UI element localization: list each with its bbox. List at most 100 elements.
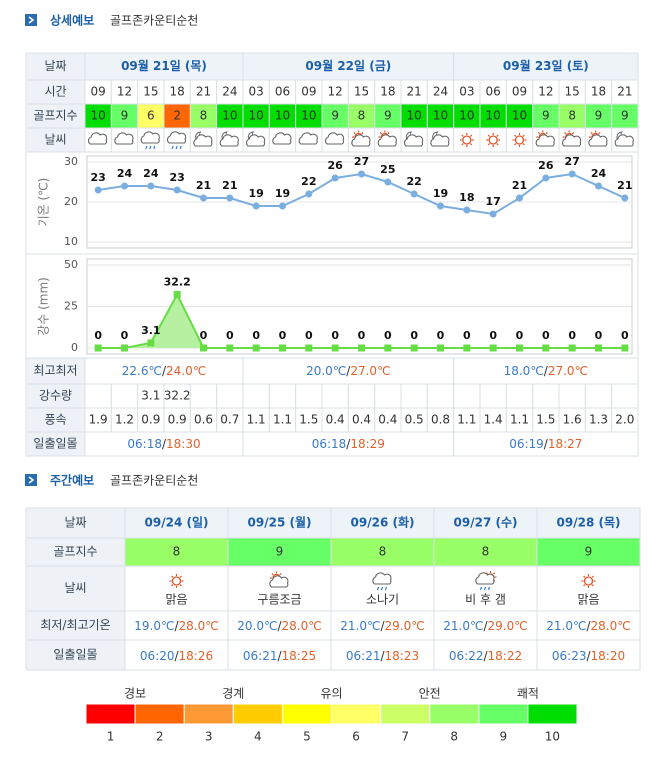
marker	[568, 344, 576, 352]
sunrise-sunset-first: 06:18	[127, 437, 162, 451]
legend-level: 7	[401, 730, 409, 744]
data-label: 0	[94, 329, 102, 342]
cloud	[167, 131, 187, 144]
sun-ray	[171, 584, 174, 587]
cloud	[588, 134, 608, 147]
data-label: 19	[433, 187, 448, 200]
cloud	[372, 572, 392, 585]
marker	[437, 202, 444, 210]
sun-ray	[179, 575, 182, 578]
separator: /	[586, 619, 591, 633]
table-cell	[400, 79, 428, 105]
row-label: 최고최저	[33, 364, 77, 378]
table-cell	[374, 383, 402, 409]
sunrise-sunset: 06:18/18:30	[127, 437, 200, 451]
legend-swatch	[183, 703, 234, 725]
golf-index: 8	[173, 545, 181, 559]
legend-level: 8	[450, 730, 458, 744]
wind-speed: 1.1	[457, 413, 476, 427]
y-tick-label: 50	[64, 258, 78, 271]
table-cell	[163, 79, 191, 105]
marker	[173, 186, 181, 194]
weather-icon	[614, 131, 634, 147]
data-label: 0	[279, 329, 287, 342]
table-cell	[453, 79, 481, 105]
table-cell	[584, 407, 613, 433]
cloud	[88, 132, 108, 145]
wind-speed: 0.7	[220, 413, 239, 427]
data-label: 0	[200, 329, 208, 342]
weather-icon	[193, 131, 213, 147]
sunrise-sunset-first: 06:19	[509, 437, 544, 451]
table-cell	[242, 103, 270, 129]
weather-icon	[404, 131, 424, 147]
marker	[542, 174, 550, 182]
cloud	[351, 134, 371, 147]
golf-index: 10	[459, 109, 474, 123]
time-label: 09	[512, 85, 527, 99]
marker	[463, 206, 471, 214]
wind-speed: 1.6	[563, 413, 582, 427]
data-label: 25	[380, 163, 395, 176]
min-max-first: 19.0℃	[134, 619, 174, 633]
legend-swatch	[478, 703, 529, 725]
weather-icon	[581, 574, 596, 588]
marker	[621, 344, 629, 352]
table-cell	[137, 103, 165, 129]
legend-swatch	[134, 703, 185, 725]
marker	[384, 178, 392, 186]
data-label: 23	[91, 171, 106, 184]
date-header: 09/28 (목)	[557, 516, 621, 530]
time-label: 12	[328, 85, 343, 99]
data-label: 0	[437, 329, 445, 342]
cloud	[298, 132, 318, 145]
row-label: 일출일몰	[33, 437, 77, 451]
table-cell	[426, 407, 455, 433]
data-label: 0	[305, 329, 313, 342]
golf-index: 10	[222, 109, 237, 123]
table-cell	[426, 103, 455, 129]
cloud	[404, 134, 424, 147]
wind-speed: 0.4	[326, 413, 345, 427]
sunrise-sunset-second: 18:30	[166, 437, 201, 451]
marker	[147, 182, 155, 190]
table-cell	[611, 407, 639, 433]
table-cell	[25, 103, 86, 129]
table-cell	[433, 507, 538, 539]
golf-index: 10	[91, 109, 106, 123]
table-cell	[558, 383, 586, 409]
data-label: 32.2	[164, 276, 191, 289]
sunrise-sunset-second: 18:27	[548, 437, 583, 451]
table-cell	[321, 407, 349, 433]
sunrise-sunset-second: 18:22	[488, 649, 523, 663]
sunrise-sunset: 06:23/18:20	[552, 649, 625, 663]
table-cell	[558, 79, 586, 105]
table-cell	[227, 537, 332, 567]
table-cell	[453, 103, 481, 129]
sunrise-sunset-second: 18:25	[282, 649, 317, 663]
min-max-second: 29.0℃	[385, 619, 425, 633]
min-max: 20.0℃/28.0℃	[237, 619, 321, 633]
sunrise-sunset: 06:18/18:29	[312, 437, 385, 451]
rain-drop	[384, 586, 388, 591]
golf-index: 10	[301, 109, 316, 123]
wind-speed: 0.5	[405, 413, 424, 427]
sunrise-sunset-second: 18:20	[591, 649, 626, 663]
separator: /	[586, 649, 591, 663]
weather-icon	[351, 130, 371, 147]
precip-value: 32.2	[164, 389, 191, 403]
data-label: 0	[595, 329, 603, 342]
cloud	[246, 134, 266, 147]
table-cell	[189, 383, 218, 409]
legend-swatch	[331, 703, 382, 725]
wind-speed: 0.9	[168, 413, 187, 427]
data-label: 3.1	[141, 324, 161, 337]
marker	[94, 344, 102, 352]
data-label: 22	[407, 175, 422, 188]
table-cell	[124, 565, 229, 612]
table-cell	[330, 639, 435, 671]
table-cell	[321, 103, 349, 129]
date-header: 09월 21일 (목)	[121, 58, 207, 73]
table-cell	[400, 103, 428, 129]
